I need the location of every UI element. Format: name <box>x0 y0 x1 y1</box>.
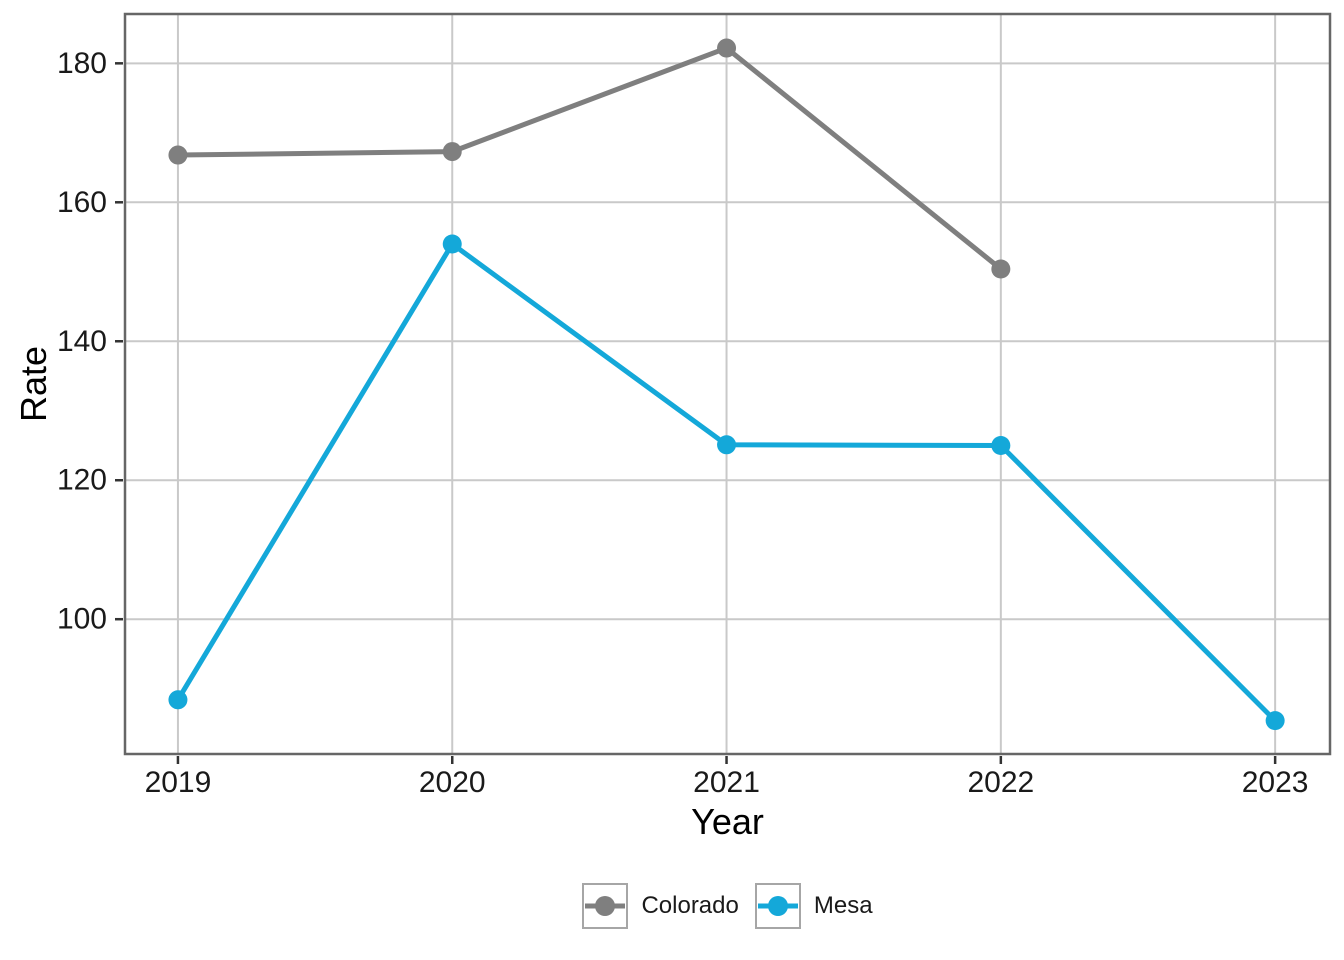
y-tick-label: 100 <box>57 603 107 636</box>
data-point-mesa-2021 <box>717 435 737 455</box>
x-tick-label: 2020 <box>419 766 486 799</box>
y-tick-label: 180 <box>57 47 107 80</box>
data-point-colorado-2021 <box>717 38 737 58</box>
data-point-mesa-2022 <box>991 435 1011 455</box>
x-tick-label: 2019 <box>145 766 212 799</box>
data-point-colorado-2019 <box>168 145 188 165</box>
data-point-colorado-2022 <box>991 259 1011 279</box>
data-point-mesa-2023 <box>1265 711 1285 731</box>
legend-key-point <box>595 896 616 916</box>
legend-key-point <box>767 896 788 916</box>
data-point-mesa-2019 <box>168 690 188 710</box>
x-tick-label: 2023 <box>1242 766 1309 799</box>
legend-label: Colorado <box>641 892 739 919</box>
legend-label: Mesa <box>813 892 873 919</box>
series-line-colorado <box>177 45 1003 271</box>
data-point-mesa-2020 <box>442 234 462 254</box>
x-axis-title: Year <box>691 801 764 842</box>
legend-key-glyph <box>585 896 626 916</box>
data-point-colorado-2020 <box>442 142 462 162</box>
y-axis-title: Rate <box>13 346 54 422</box>
legend-key-mesa-icon <box>754 883 801 929</box>
y-tick-label: 140 <box>57 325 107 358</box>
chart-legend: Colorado Mesa <box>125 881 1330 931</box>
y-tick-label: 120 <box>57 464 107 497</box>
y-tick-label: 160 <box>57 186 107 219</box>
x-tick-label: 2021 <box>693 766 760 799</box>
chart-canvas: 100 120 140 160 180 2019 2020 2021 2022 2023 Rate Y… <box>13 12 1332 842</box>
legend-item-mesa: Mesa <box>754 883 873 929</box>
legend-key-colorado-icon <box>582 883 629 929</box>
panel-border <box>123 12 1332 756</box>
x-tick-label: 2022 <box>967 766 1034 799</box>
legend-key-glyph <box>757 896 798 916</box>
legend-item-colorado: Colorado <box>582 883 739 929</box>
